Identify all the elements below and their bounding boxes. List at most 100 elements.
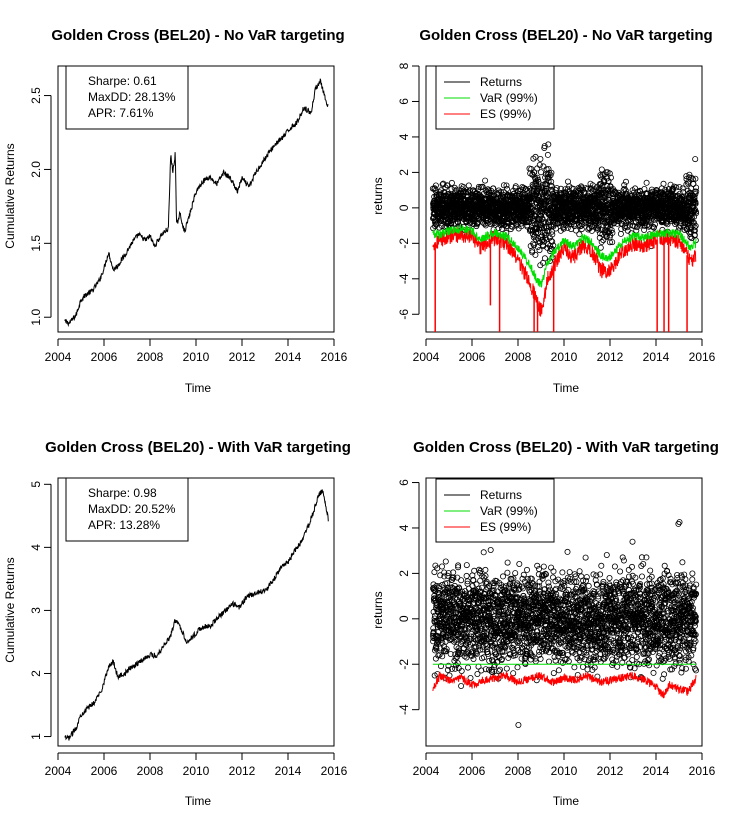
return-point (529, 624, 536, 631)
return-point (585, 657, 592, 664)
return-point (691, 213, 698, 220)
return-point (692, 191, 699, 198)
return-point (545, 228, 552, 235)
return-point (498, 656, 505, 663)
return-point (482, 634, 489, 641)
return-point (505, 654, 512, 661)
return-point (547, 172, 554, 179)
stats-box-frame (65, 65, 189, 130)
return-point (536, 578, 543, 585)
return-point (597, 642, 604, 649)
return-point (473, 643, 480, 650)
x-tick-label: 2006 (459, 350, 486, 364)
return-point (529, 592, 536, 599)
return-point (564, 186, 571, 193)
return-point (543, 571, 550, 578)
return-point (532, 588, 539, 595)
return-point (528, 652, 535, 659)
return-point (571, 579, 578, 586)
return-point (692, 156, 699, 163)
return-point (536, 161, 543, 168)
return-point (559, 569, 566, 576)
return-point (588, 596, 595, 603)
return-point (589, 594, 596, 601)
x-tick-label: 2010 (551, 764, 578, 778)
return-point (553, 621, 560, 628)
return-point (583, 574, 590, 581)
legend: Returns VaR (99%) ES (99%) (435, 65, 555, 130)
return-point (606, 170, 613, 177)
return-point (567, 578, 574, 585)
y-tick-label: 8 (397, 62, 411, 69)
return-point (444, 667, 451, 674)
y-tick-label: 0 (397, 615, 411, 622)
return-point (582, 554, 589, 561)
return-point (553, 185, 560, 192)
return-point (448, 179, 455, 186)
x-tick-label: 2006 (459, 764, 486, 778)
x-tick-label: 2016 (321, 764, 348, 778)
return-point (560, 225, 567, 232)
x-tick-label: 2010 (551, 350, 578, 364)
return-point (452, 587, 459, 594)
return-point (609, 229, 616, 236)
return-point (489, 669, 496, 676)
return-point (510, 575, 517, 582)
return-point (478, 612, 485, 619)
return-point (660, 180, 667, 187)
panel-top-left: Golden Cross (BEL20) - No VaR targeting … (3, 27, 348, 395)
x-axis-label: Time (185, 794, 212, 808)
return-point (539, 215, 546, 222)
return-point (691, 224, 698, 231)
return-point (691, 227, 698, 234)
return-point (522, 186, 529, 193)
legend-label-var: VaR (99%) (480, 91, 538, 105)
return-point (550, 568, 557, 575)
return-point (545, 198, 552, 205)
return-point (530, 580, 537, 587)
return-point (564, 224, 571, 231)
return-point (676, 184, 683, 191)
return-point (502, 583, 509, 590)
return-point (692, 222, 699, 229)
return-point (528, 625, 535, 632)
return-point (664, 221, 671, 228)
return-point (673, 219, 680, 226)
return-point (578, 654, 585, 661)
return-point (541, 143, 548, 150)
return-point (571, 644, 578, 651)
x-tick-label: 2008 (137, 350, 164, 364)
return-point (519, 635, 526, 642)
x-tick-label: 2006 (91, 350, 118, 364)
x-tick-label: 2010 (183, 764, 210, 778)
return-point (433, 646, 440, 653)
return-point (562, 595, 569, 602)
x-tick-label: 2010 (183, 350, 210, 364)
return-point (532, 153, 539, 160)
y-tick-label: 4 (397, 133, 411, 140)
return-point (444, 182, 451, 189)
panel-bottom-right: Golden Cross (BEL20) - With VaR targetin… (371, 439, 719, 808)
return-point (532, 251, 539, 258)
return-point (607, 174, 614, 181)
return-point (549, 228, 556, 235)
return-point (594, 581, 601, 588)
return-point (580, 186, 587, 193)
y-tick-label: 6 (397, 98, 411, 105)
y-tick-label: 2 (397, 570, 411, 577)
y-tick-label: -2 (397, 238, 411, 249)
return-point (533, 226, 540, 233)
return-point (499, 573, 506, 580)
return-point (595, 588, 602, 595)
return-point (590, 571, 597, 578)
return-point (547, 182, 554, 189)
return-point (564, 652, 571, 659)
return-point (544, 615, 551, 622)
return-point (496, 666, 503, 673)
return-point (643, 179, 650, 186)
return-point (550, 221, 557, 228)
return-point (486, 583, 493, 590)
return-point (516, 582, 523, 589)
return-point (512, 621, 519, 628)
return-point (463, 562, 470, 569)
